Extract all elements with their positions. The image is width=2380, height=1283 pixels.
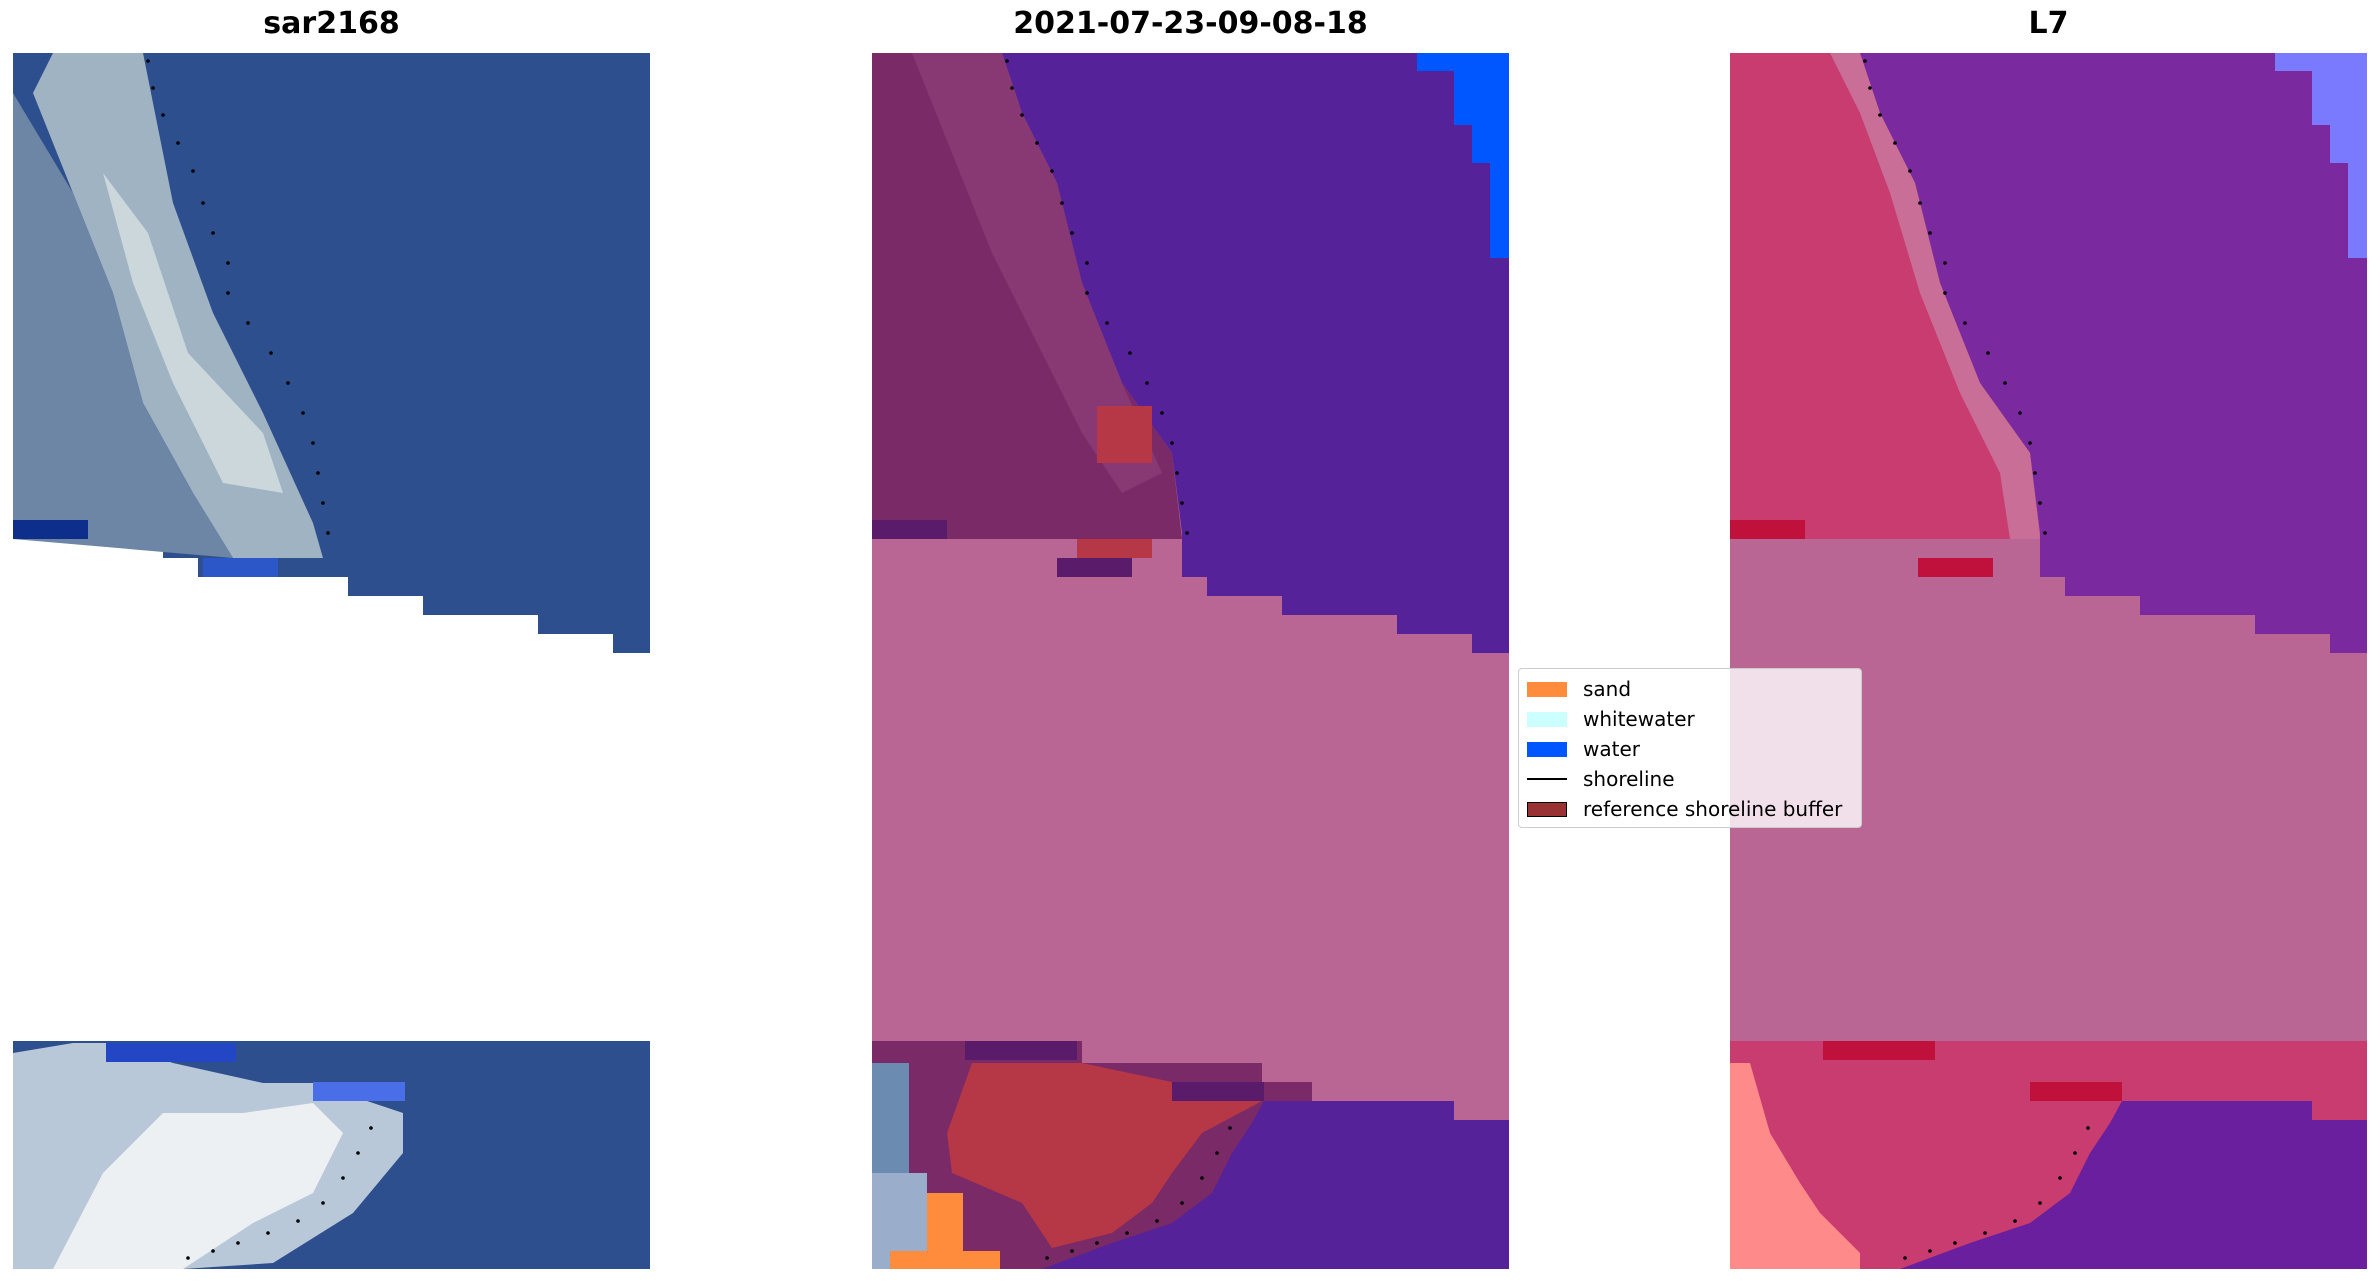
legend-label-reference-buffer: reference shoreline buffer — [1583, 797, 1843, 821]
legend-label-sand: sand — [1583, 677, 1632, 701]
legend-item-whitewater: whitewater — [1527, 704, 1853, 734]
shoreline-line-swatch — [1527, 778, 1567, 780]
reference-buffer-swatch — [1527, 801, 1567, 817]
panel-title-rgb: sar2168 — [263, 6, 400, 41]
panel-title-classification: 2021-07-23-09-08-18 — [1013, 6, 1368, 41]
legend: sand whitewater water shoreline referenc… — [1518, 668, 1862, 828]
legend-item-reference-buffer: reference shoreline buffer — [1527, 794, 1853, 824]
whitewater-swatch — [1527, 711, 1567, 727]
sand-swatch — [1527, 681, 1567, 697]
panel-title-mndwi: L7 — [2028, 6, 2069, 41]
index-panel — [1730, 53, 2367, 1269]
classification-panel — [872, 53, 1509, 1269]
legend-item-water: water — [1527, 734, 1853, 764]
water-swatch — [1527, 741, 1567, 757]
legend-label-whitewater: whitewater — [1583, 707, 1695, 731]
rgb-image-panel — [13, 53, 650, 1269]
legend-label-shoreline: shoreline — [1583, 767, 1675, 791]
legend-label-water: water — [1583, 737, 1640, 761]
legend-item-sand: sand — [1527, 674, 1853, 704]
legend-item-shoreline: shoreline — [1527, 764, 1853, 794]
